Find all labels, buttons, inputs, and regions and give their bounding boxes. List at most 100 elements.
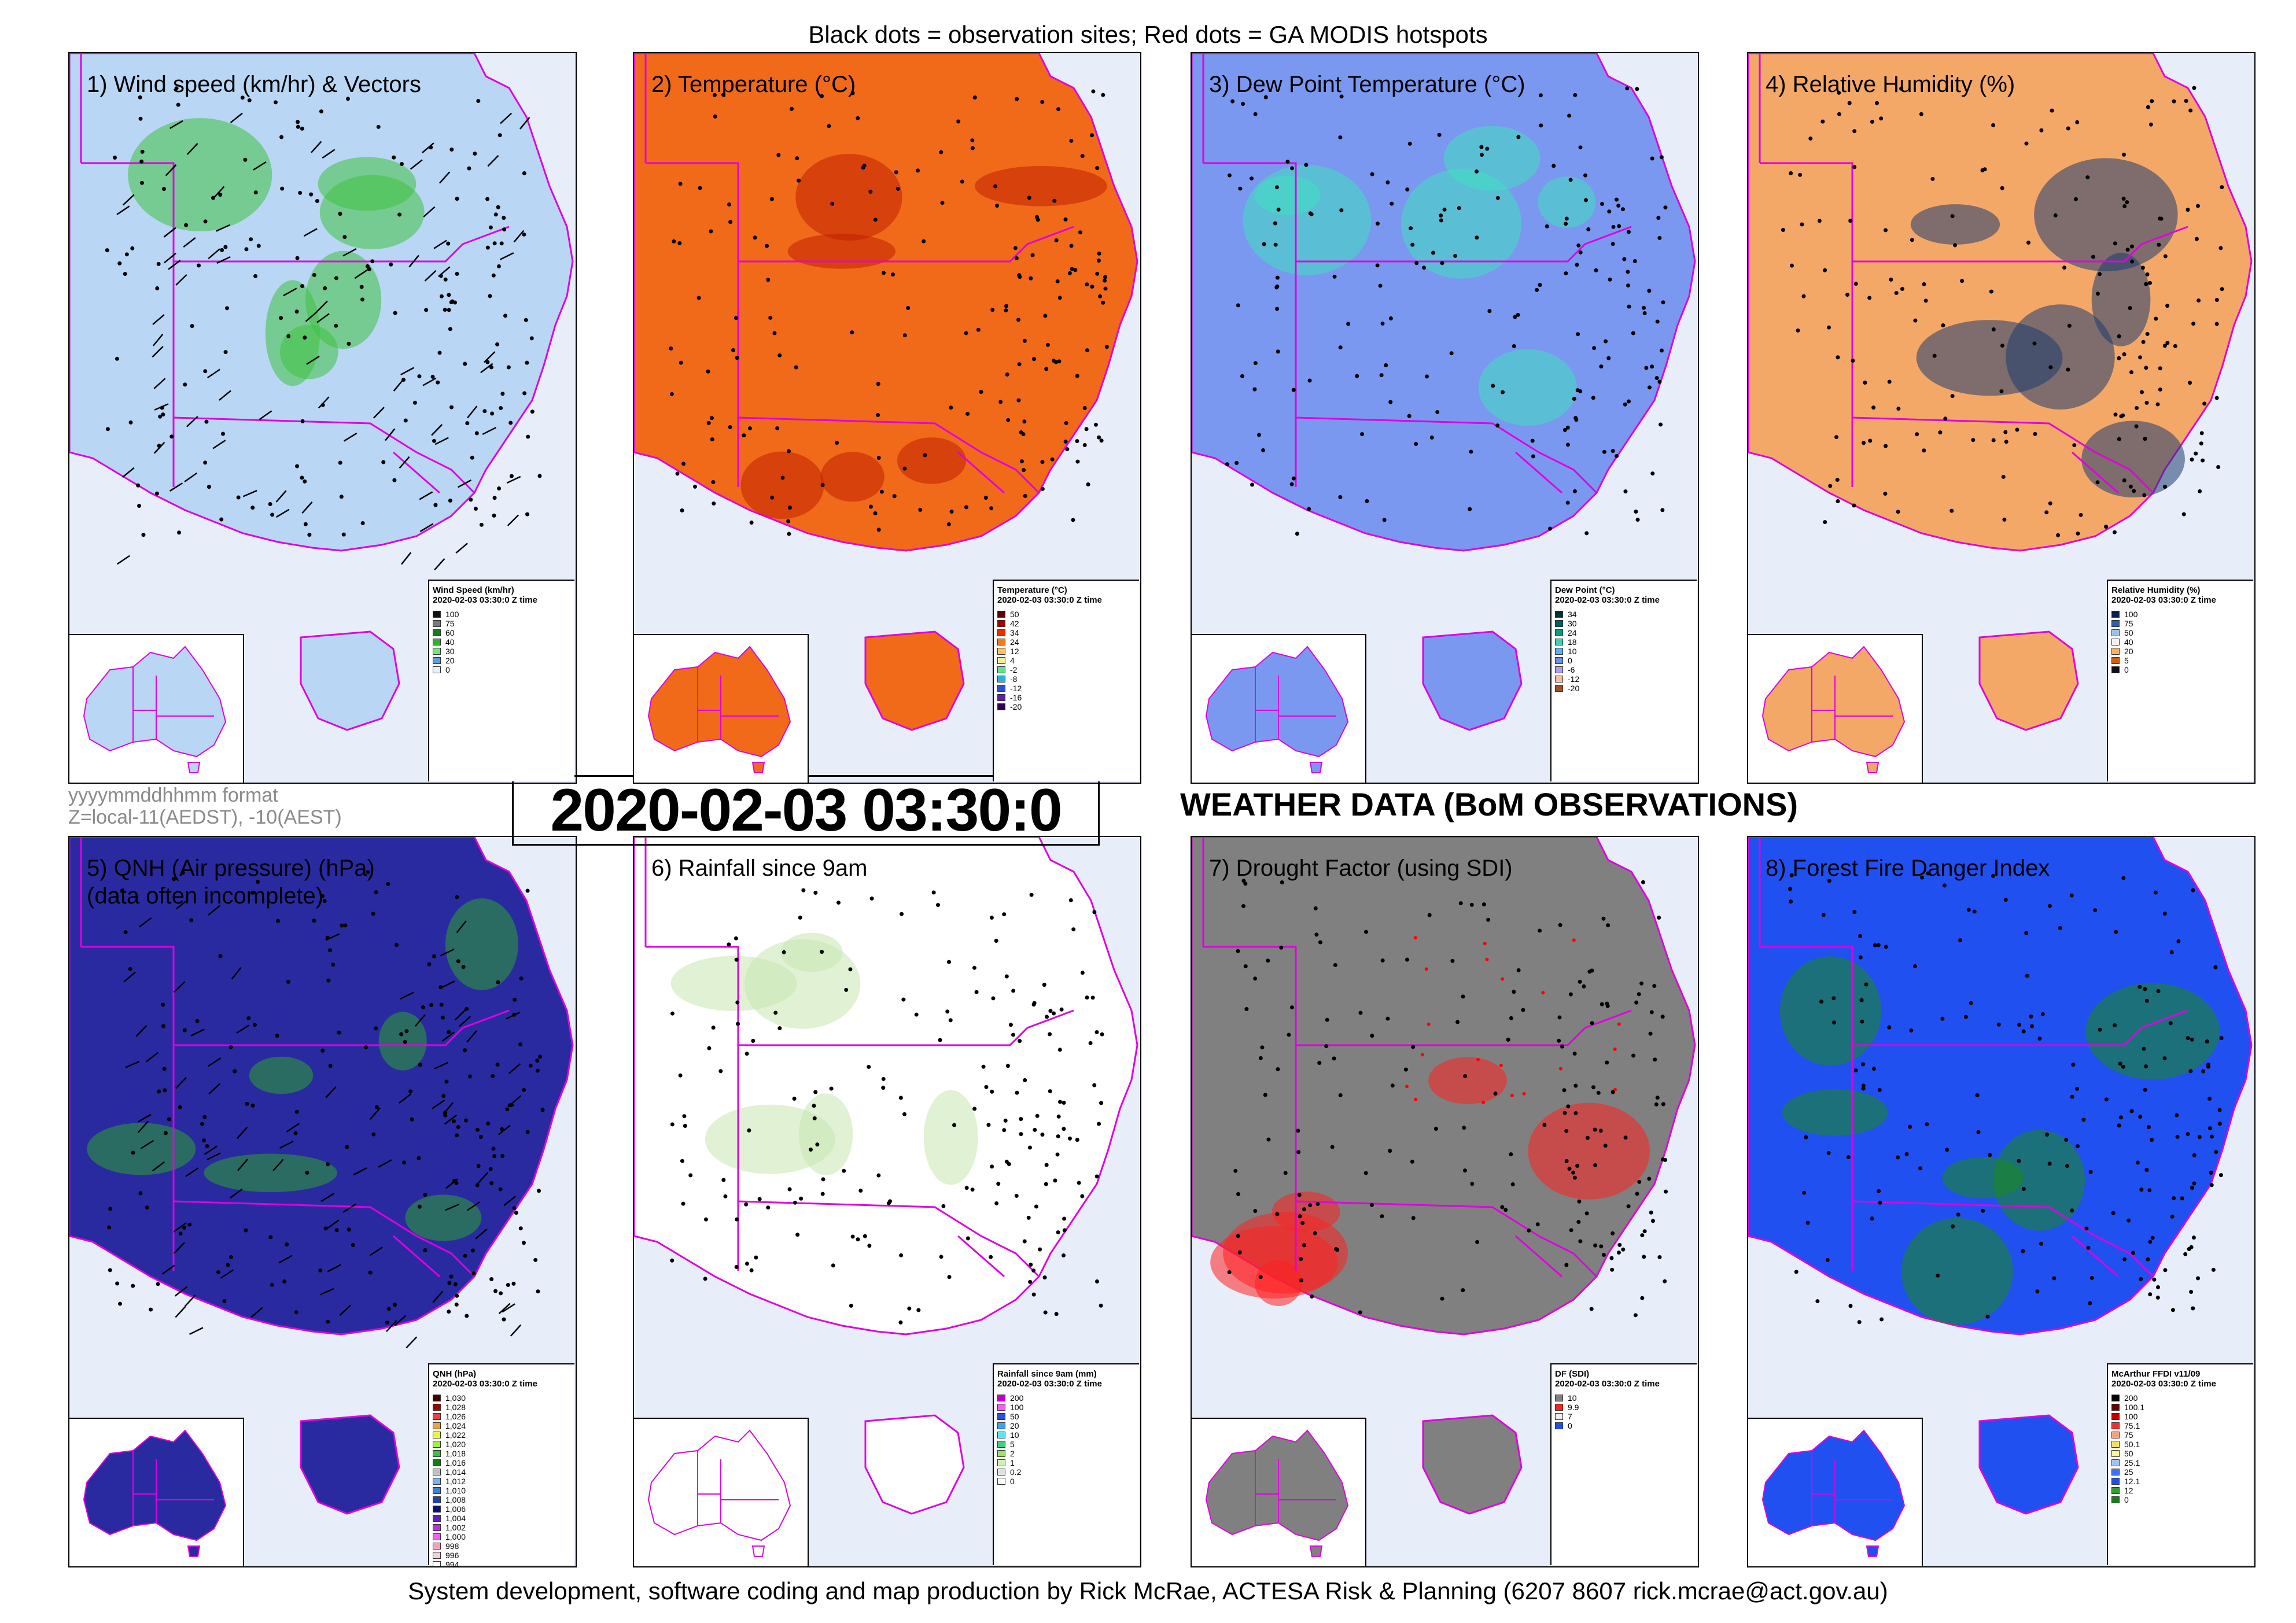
observation-site-dot [867, 1244, 872, 1248]
observation-site-dot [1276, 349, 1280, 354]
observation-site-dot [240, 95, 245, 100]
observation-site-dot [1044, 1182, 1048, 1186]
observation-site-dot [1358, 1310, 1362, 1315]
observation-site-dot [770, 495, 775, 500]
observation-site-dot [1307, 507, 1311, 511]
observation-site-dot [1075, 374, 1079, 378]
observation-site-dot [1625, 86, 1630, 91]
observation-site-dot [452, 300, 457, 305]
observation-site-dot [1040, 460, 1045, 464]
observation-site-dot [2095, 480, 2100, 485]
legend-swatch [2111, 611, 2120, 618]
inset-state-border [132, 667, 214, 742]
observation-site-dot [1969, 1001, 1973, 1005]
observation-site-dot [1878, 1200, 1882, 1205]
wind-vector-arrow [444, 1115, 458, 1125]
observation-site-dot [1495, 196, 1500, 200]
legend-swatch [997, 703, 1005, 710]
observation-site-dot [2017, 1023, 2021, 1027]
state-border [174, 226, 510, 263]
observation-site-dot [279, 135, 284, 139]
observation-site-dot [1861, 1062, 1866, 1067]
observation-site-dot [1593, 1243, 1598, 1248]
observation-site-dot [535, 1068, 540, 1073]
panel-title: 5) QNH (Air pressure) (hPa) (data often … [87, 855, 375, 909]
observation-site-dot [2163, 484, 2168, 489]
state-border [1852, 226, 2188, 263]
observation-site-dot [1654, 1102, 1659, 1106]
hotspot-dot [1510, 1094, 1514, 1098]
observation-site-dot [960, 179, 964, 184]
observation-site-dot [222, 1299, 227, 1303]
observation-site-dot [123, 272, 127, 276]
observation-site-dot [1479, 153, 1484, 157]
observation-site-dot [970, 1187, 975, 1192]
observation-site-dot [727, 942, 731, 947]
observation-site-dot [1253, 976, 1258, 981]
legend-row: 25 [2111, 1467, 2250, 1477]
observation-site-dot [449, 147, 454, 152]
wind-vector-arrow [137, 1113, 152, 1123]
legend-row: 1,030 [433, 1393, 571, 1403]
wind-vector-arrow [497, 1124, 511, 1135]
observation-site-dot [497, 133, 502, 138]
observation-site-dot [506, 365, 511, 370]
observation-site-dot [1330, 1145, 1335, 1149]
observation-site-dot [1099, 438, 1104, 443]
legend-label: 0 [2124, 665, 2129, 674]
observation-site-dot [2098, 1027, 2102, 1032]
observation-site-dot [989, 916, 994, 920]
legend-swatch [1555, 1422, 1563, 1429]
observation-site-dot [1949, 508, 1954, 513]
field-contour [787, 234, 896, 269]
observation-site-dot [1991, 873, 1995, 878]
observation-site-dot [836, 901, 841, 905]
wind-vector-arrow [208, 1083, 221, 1095]
wind-vector-arrow [434, 437, 449, 445]
observation-site-dot [2064, 1138, 2069, 1142]
observation-site-dot [322, 898, 327, 903]
wind-vector-arrow [311, 141, 322, 153]
observation-site-dot [105, 248, 109, 253]
observation-site-dot [1538, 93, 1543, 98]
legend-swatch [433, 1561, 441, 1566]
observation-site-dot [989, 506, 994, 511]
observation-site-dot [1022, 338, 1027, 343]
observation-site-dot [1943, 416, 1948, 421]
observation-site-dot [430, 374, 435, 379]
observation-site-dot [476, 1164, 481, 1168]
state-border [646, 946, 739, 1271]
observation-site-dot [178, 1231, 183, 1236]
observation-site-dot [488, 294, 492, 298]
legend-row: -16 [997, 693, 1136, 702]
wind-vector-arrow [455, 543, 468, 554]
wind-vector-arrow [250, 1307, 263, 1318]
observation-site-dot [1564, 1128, 1569, 1133]
observation-site-dot [374, 1105, 379, 1109]
observation-site-dot [2220, 287, 2224, 292]
observation-site-dot [1989, 289, 1993, 294]
observation-site-dot [2128, 484, 2133, 489]
observation-site-dot [1521, 1008, 1525, 1012]
legend-label: 996 [445, 1551, 459, 1560]
observation-site-dot [868, 504, 873, 509]
observation-site-dot [491, 273, 496, 278]
wind-vector-arrow [386, 1320, 397, 1333]
map-legend: QNH (hPa) 2020-02-03 03:30:0 Z time 1,030 1… [428, 1363, 574, 1566]
observation-site-dot [858, 1188, 863, 1193]
observation-site-dot [2142, 493, 2147, 497]
wind-vector-arrow [301, 501, 313, 514]
observation-site-dot [2121, 196, 2126, 201]
observation-site-dot [976, 327, 981, 332]
legend-row: 100 [997, 1403, 1136, 1412]
wind-vector-arrow [116, 205, 130, 215]
legend-row: 75 [433, 619, 571, 628]
hotspot-dot [1499, 1064, 1503, 1068]
hotspot-dot [1481, 1101, 1486, 1105]
observation-site-dot [1823, 520, 1827, 525]
field-contour [445, 898, 518, 990]
observation-site-dot [1656, 216, 1661, 220]
observation-site-dot [916, 168, 920, 173]
observation-site-dot [161, 1002, 165, 1007]
panel-title: 2) Temperature (°C) [651, 72, 856, 97]
